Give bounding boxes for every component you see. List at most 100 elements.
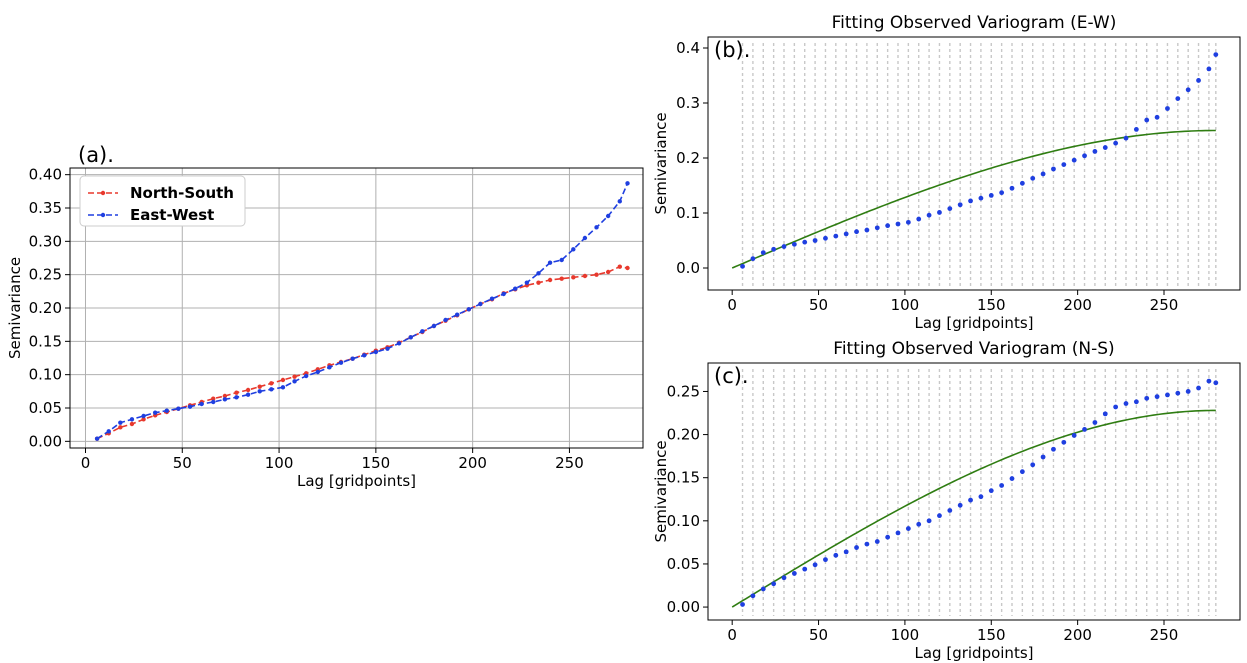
x-axis-label: Lag [gridpoints] — [915, 644, 1034, 662]
data-point — [245, 387, 251, 393]
data-point — [269, 387, 274, 392]
data-point — [843, 549, 849, 555]
x-tick-label: 0 — [727, 626, 737, 644]
data-point — [176, 406, 181, 411]
data-point — [571, 247, 576, 252]
chart-panel-c: 0 50 100 150 200 250 0.00 0.05 0.10 0.15 0.20 0.25 L… — [652, 339, 1241, 662]
y-tick-label: 0.05 — [667, 555, 700, 573]
data-point — [222, 397, 228, 402]
data-point — [1061, 162, 1067, 168]
data-point — [854, 229, 859, 235]
plot-frame — [707, 36, 1241, 291]
data-point — [129, 417, 135, 422]
x-tick-label: 250 — [555, 454, 584, 472]
data-point — [420, 329, 425, 334]
data-point — [396, 341, 402, 346]
data-point — [895, 530, 901, 536]
x-tick-label: 0 — [727, 296, 737, 314]
data-point — [1123, 401, 1129, 406]
model-fit-line — [731, 409, 1216, 608]
data-point — [1061, 439, 1067, 445]
data-point — [1102, 145, 1108, 150]
data-point — [129, 421, 135, 427]
data-point — [1051, 446, 1056, 452]
data-point — [1102, 411, 1108, 417]
data-point — [999, 190, 1005, 196]
data-point — [559, 257, 564, 263]
data-point — [466, 307, 471, 312]
data-point — [833, 233, 839, 239]
data-point — [141, 417, 146, 422]
chart-title: Fitting Observed Variogram (E-W) — [832, 13, 1117, 33]
data-point — [501, 291, 506, 297]
data-point — [1165, 392, 1170, 398]
data-point — [791, 571, 797, 576]
series-line-north-south — [96, 265, 628, 440]
data-point — [408, 335, 413, 340]
y-axis-label: Semivariance — [652, 112, 670, 214]
data-point — [916, 521, 922, 527]
data-point — [454, 312, 460, 317]
panel-label: (a). — [78, 143, 114, 167]
data-point — [234, 390, 239, 395]
data-point — [895, 221, 901, 227]
data-point — [1206, 378, 1212, 384]
y-axis-label: Semivariance — [652, 440, 670, 542]
y-tick-label: 0.3 — [676, 94, 700, 112]
data-point — [292, 374, 297, 379]
y-tick-label: 0.40 — [29, 166, 62, 184]
panel-label: (c). — [714, 364, 749, 388]
x-tick-label: 100 — [265, 454, 294, 472]
data-point — [968, 497, 973, 503]
data-point — [594, 272, 599, 277]
data-point — [385, 346, 390, 351]
x-tick-label: 150 — [362, 454, 391, 472]
data-point — [833, 552, 839, 558]
data-point — [771, 246, 777, 252]
data-point — [338, 360, 344, 365]
data-point — [1092, 149, 1098, 154]
data-point — [536, 271, 541, 276]
data-point — [802, 566, 808, 572]
data-point — [164, 408, 169, 413]
data-point — [582, 235, 588, 241]
data-point — [152, 410, 158, 415]
y-tick-label: 0.20 — [29, 299, 62, 317]
x-tick-label: 0 — [81, 454, 91, 472]
data-point — [280, 385, 286, 390]
legend-marker — [100, 190, 106, 196]
legend-entry: North-South — [130, 184, 234, 202]
data-point — [536, 280, 541, 285]
data-point — [760, 586, 766, 592]
y-tick-label: 0.00 — [667, 598, 700, 616]
data-point — [187, 404, 193, 409]
y-axis-label: Semivariance — [6, 257, 24, 359]
data-point — [1040, 171, 1046, 177]
data-point — [582, 273, 588, 279]
data-point — [1092, 420, 1098, 425]
data-point — [760, 250, 766, 256]
data-point — [280, 377, 286, 383]
y-tick-label: 0.05 — [29, 399, 62, 417]
data-point — [106, 429, 111, 434]
y-tick-label: 0.2 — [676, 149, 700, 167]
data-point — [1051, 166, 1056, 172]
data-point — [315, 369, 320, 375]
data-point — [350, 356, 355, 361]
data-point — [625, 181, 630, 186]
data-point — [1071, 433, 1077, 438]
data-point — [1082, 153, 1087, 159]
data-point — [489, 296, 495, 301]
y-tick-label: 0.1 — [676, 204, 700, 222]
data-point — [513, 286, 518, 291]
data-point — [988, 193, 994, 198]
data-point — [269, 381, 274, 386]
y-tick-label: 0.30 — [29, 232, 62, 250]
data-point — [605, 269, 611, 275]
data-point — [1154, 394, 1160, 400]
legend-box — [79, 175, 246, 227]
data-point — [916, 216, 922, 222]
data-point — [118, 425, 123, 430]
data-point — [905, 526, 911, 531]
data-point — [431, 323, 437, 329]
